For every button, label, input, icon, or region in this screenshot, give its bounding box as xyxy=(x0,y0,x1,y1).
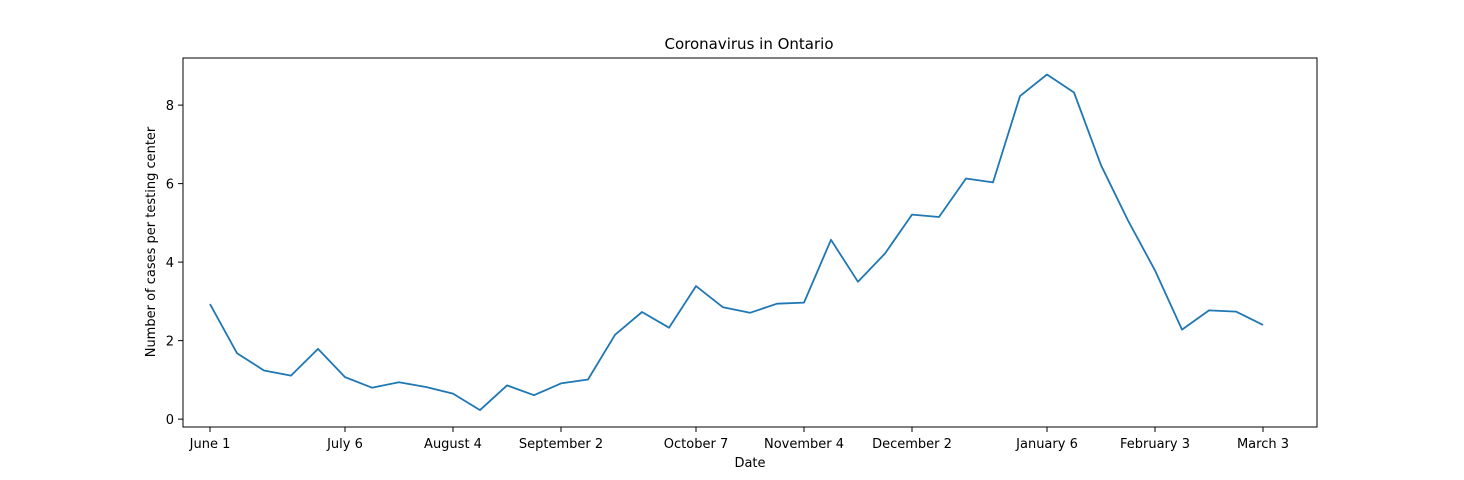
x-axis-label: Date xyxy=(734,456,765,471)
plot-frame xyxy=(182,57,1318,428)
x-tick-label: October 7 xyxy=(664,437,728,452)
x-tick-label: June 1 xyxy=(189,437,231,452)
y-tick-label: 8 xyxy=(166,99,174,114)
y-tick-label: 0 xyxy=(166,413,174,428)
x-tick-label: September 2 xyxy=(519,437,603,452)
series-line xyxy=(209,73,1264,412)
chart-title: Coronavirus in Ontario xyxy=(664,35,833,53)
x-tick-label: March 3 xyxy=(1237,437,1289,452)
y-tick-label: 4 xyxy=(166,256,174,271)
x-tick-label: July 6 xyxy=(326,437,363,452)
y-axis-label: Number of cases per testing center xyxy=(144,126,159,357)
x-tick-label: December 2 xyxy=(872,437,952,452)
x-tick-label: January 6 xyxy=(1015,437,1078,452)
y-tick-label: 6 xyxy=(166,178,174,193)
plot-area: 0 2 4 6 8 June 1 July 6 August 4 September 2 Octo… xyxy=(166,73,1289,452)
x-tick-label: November 4 xyxy=(764,437,844,452)
x-tick-label: August 4 xyxy=(424,437,482,452)
y-tick-label: 2 xyxy=(166,335,174,350)
x-tick-label: February 3 xyxy=(1120,437,1190,452)
